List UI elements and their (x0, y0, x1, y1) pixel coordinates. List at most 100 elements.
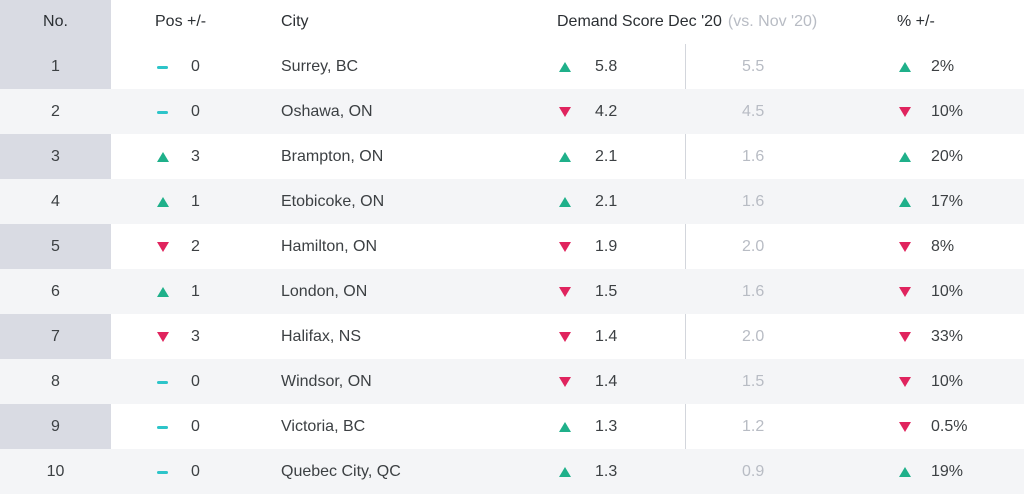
position-change: 0 (155, 404, 255, 449)
arrow-up-icon (897, 466, 913, 478)
rank-number: 6 (51, 282, 60, 300)
dash-icon (155, 421, 171, 433)
city-name: Brampton, ON (281, 147, 384, 165)
arrow-up-icon (557, 151, 573, 163)
demand-score: 1.9 (557, 224, 687, 269)
city-name: Surrey, BC (281, 57, 359, 75)
demand-score: 4.2 (557, 89, 687, 134)
previous-score: 4.5 (742, 102, 765, 120)
rank-number: 4 (51, 192, 60, 210)
position-change: 0 (155, 44, 255, 89)
position-change: 3 (155, 134, 255, 179)
rank-number: 9 (51, 417, 60, 435)
previous-score: 2.0 (742, 327, 765, 345)
arrow-down-icon (155, 241, 171, 253)
position-change-value: 0 (191, 102, 200, 120)
arrow-down-icon (897, 331, 913, 343)
demand-score-value: 1.9 (595, 237, 618, 255)
arrow-up-icon (155, 151, 171, 163)
rank-number: 5 (51, 237, 60, 255)
rank-number: 1 (51, 57, 60, 75)
demand-score: 1.4 (557, 314, 687, 359)
previous-score: 1.6 (742, 192, 765, 210)
arrow-down-icon (557, 331, 573, 343)
city-name: Victoria, BC (281, 417, 366, 435)
percent-change-value: 17% (931, 192, 964, 210)
position-change: 1 (155, 179, 255, 224)
previous-score: 2.0 (742, 237, 765, 255)
demand-score: 1.3 (557, 404, 687, 449)
city-name: London, ON (281, 282, 368, 300)
arrow-up-icon (897, 196, 913, 208)
table-row: 5 2 Hamilton, ON 1.9 2.0 8% (0, 224, 1024, 269)
position-change: 2 (155, 224, 255, 269)
rank-number: 3 (51, 147, 60, 165)
arrow-down-icon (897, 106, 913, 118)
percent-change-value: 10% (931, 282, 964, 300)
header-demand-label: Demand Score Dec '20 (557, 13, 722, 30)
percent-change: 17% (897, 179, 1017, 224)
arrow-up-icon (557, 196, 573, 208)
arrow-up-icon (155, 286, 171, 298)
demand-score: 5.8 (557, 44, 687, 89)
previous-score: 5.5 (742, 57, 765, 75)
position-change-value: 1 (191, 282, 200, 300)
city-name: Windsor, ON (281, 372, 372, 390)
rank-number: 10 (46, 462, 65, 480)
table-row: 6 1 London, ON 1.5 1.6 10% (0, 269, 1024, 314)
arrow-down-icon (897, 421, 913, 433)
demand-score-value: 2.1 (595, 147, 618, 165)
percent-change: 20% (897, 134, 1017, 179)
percent-change: 33% (897, 314, 1017, 359)
demand-score-value: 1.5 (595, 282, 618, 300)
arrow-up-icon (557, 466, 573, 478)
position-change-value: 3 (191, 327, 200, 345)
percent-change-value: 2% (931, 57, 955, 75)
demand-score-value: 1.4 (595, 327, 618, 345)
percent-change: 10% (897, 89, 1017, 134)
table-row: 2 0 Oshawa, ON 4.2 4.5 10% (0, 89, 1024, 134)
arrow-up-icon (897, 151, 913, 163)
demand-score-value: 1.3 (595, 462, 618, 480)
position-change: 1 (155, 269, 255, 314)
arrow-down-icon (155, 331, 171, 343)
percent-change-value: 10% (931, 102, 964, 120)
header-pos: Pos +/- (155, 13, 207, 30)
table-row: 7 3 Halifax, NS 1.4 2.0 33% (0, 314, 1024, 359)
dash-icon (155, 61, 171, 73)
table-row: 1 0 Surrey, BC 5.8 5.5 2% (0, 44, 1024, 89)
rank-number: 2 (51, 102, 60, 120)
percent-change: 10% (897, 359, 1017, 404)
position-change: 0 (155, 359, 255, 404)
percent-change: 2% (897, 44, 1017, 89)
arrow-up-icon (557, 421, 573, 433)
arrow-down-icon (897, 286, 913, 298)
table-header: No. Pos +/- City Demand Score Dec '20 (v… (0, 0, 1024, 44)
rank-column-background (0, 0, 111, 494)
position-change: 0 (155, 449, 255, 494)
demand-score: 1.5 (557, 269, 687, 314)
percent-change-value: 33% (931, 327, 964, 345)
table-row: 8 0 Windsor, ON 1.4 1.5 10% (0, 359, 1024, 404)
city-name: Halifax, NS (281, 327, 362, 345)
position-change: 0 (155, 89, 255, 134)
header-city: City (281, 13, 309, 30)
table-row: 3 3 Brampton, ON 2.1 1.6 20% (0, 134, 1024, 179)
demand-score: 1.3 (557, 449, 687, 494)
header-vs-label: (vs. Nov '20) (727, 13, 818, 30)
previous-score: 1.6 (742, 282, 765, 300)
city-name: Quebec City, QC (281, 462, 401, 480)
percent-change-value: 0.5% (931, 417, 968, 435)
percent-change: 19% (897, 449, 1017, 494)
previous-score: 1.5 (742, 372, 765, 390)
demand-score-value: 4.2 (595, 102, 618, 120)
previous-score: 1.6 (742, 147, 765, 165)
arrow-down-icon (557, 106, 573, 118)
arrow-up-icon (557, 61, 573, 73)
dash-icon (155, 466, 171, 478)
arrow-down-icon (557, 286, 573, 298)
position-change: 3 (155, 314, 255, 359)
demand-score-value: 5.8 (595, 57, 618, 75)
position-change-value: 0 (191, 462, 200, 480)
position-change-value: 0 (191, 372, 200, 390)
